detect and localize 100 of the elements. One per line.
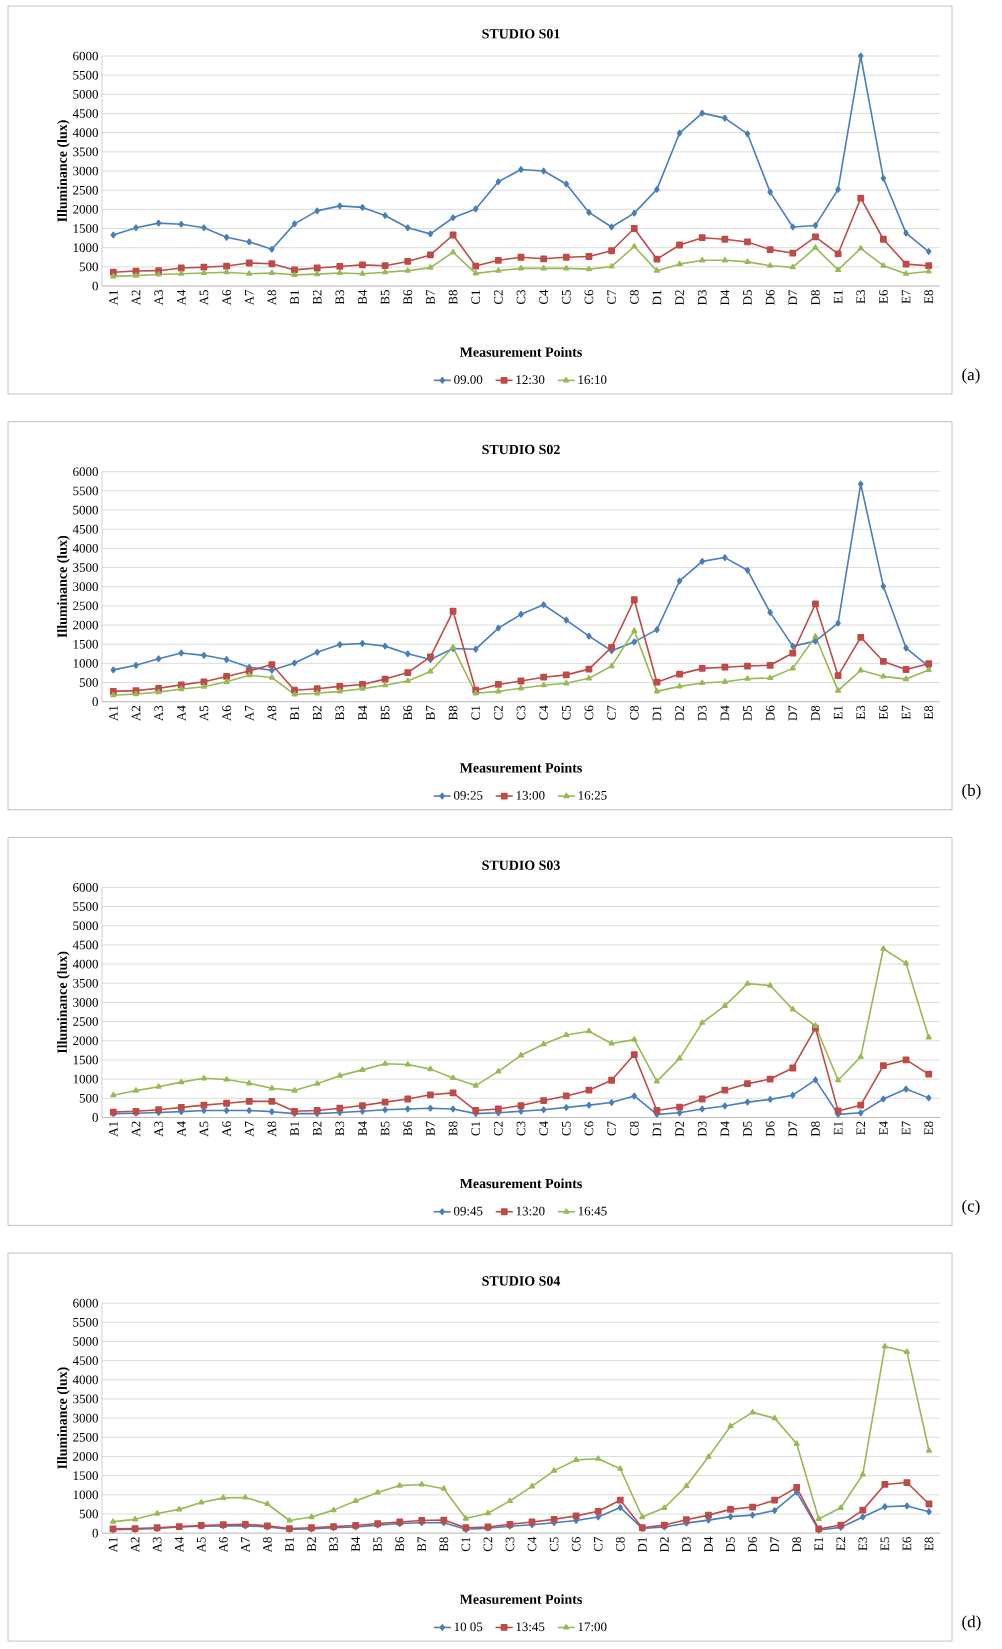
x-tick-label: A8	[267, 1121, 277, 1137]
x-tick-label: D6	[765, 1121, 775, 1137]
y-tick-label: 3500	[73, 978, 98, 988]
x-tick-label: A4	[177, 705, 186, 721]
x-tick-label: C5	[561, 1121, 571, 1136]
text: (a)	[962, 368, 980, 384]
x-tick-label: C5	[561, 290, 571, 305]
x-tick-label: B3	[335, 290, 345, 305]
x-tick-label: A1	[109, 290, 118, 306]
x-tick-label: B1	[290, 290, 299, 305]
y-tick-label: 5000	[73, 89, 98, 99]
x-tick-label: C7	[593, 1537, 603, 1552]
x-tick-label: B5	[380, 1121, 390, 1136]
legend-label: 09:45	[453, 1206, 483, 1216]
y-tick-label: 5500	[73, 70, 98, 80]
x-tick-label: E2	[836, 1537, 846, 1551]
x-tick-label: E3	[858, 1537, 868, 1551]
x-tick-label: A5	[196, 1537, 206, 1553]
text: (c)	[962, 1199, 980, 1216]
x-tick-label: C8	[629, 1121, 639, 1136]
x-tick-label: B6	[395, 1537, 405, 1552]
y-tick-label: 5500	[73, 486, 98, 496]
x-tick-label: C6	[584, 289, 594, 305]
x-tick-label: C3	[516, 290, 526, 305]
x-axis-title: Measurement Points	[459, 1178, 582, 1189]
legend-label: 16:45	[578, 1206, 607, 1216]
y-tick-label: 3500	[73, 147, 98, 157]
legend-label: 09:25	[453, 791, 483, 800]
legend-label: 12:30	[516, 375, 545, 385]
x-tick-label: D1	[652, 290, 662, 305]
x-tick-label: C6	[571, 1537, 581, 1552]
x-tick-label: B2	[312, 1121, 322, 1136]
x-tick-label: D3	[697, 1121, 707, 1137]
x-tick-label: C3	[516, 705, 526, 720]
y-tick-label: 1000	[73, 659, 98, 668]
chart-title: STUDIO S04	[482, 1276, 561, 1286]
x-tick-label: A1	[109, 1121, 118, 1137]
x-tick-label: A2	[131, 1121, 141, 1137]
x-tick-label: E8	[924, 1537, 934, 1551]
x-tick-label: A4	[174, 1536, 184, 1553]
y-tick-label: 6000	[73, 1298, 98, 1308]
y-tick-label: 6000	[73, 51, 98, 61]
x-tick-label: E7	[901, 289, 911, 304]
x-tick-label: D8	[811, 290, 820, 305]
x-tick-label: C3	[516, 1121, 526, 1136]
x-tick-label: D7	[788, 289, 798, 305]
y-tick-label: 500	[79, 678, 98, 687]
x-tick-label: D8	[792, 1537, 802, 1553]
y-tick-label: 4500	[72, 940, 98, 950]
y-tick-label: 5500	[73, 902, 98, 911]
x-tick-label: B6	[403, 1121, 413, 1136]
x-tick-label: D4	[704, 1536, 713, 1553]
x-tick-label: E5	[880, 1537, 890, 1551]
legend-label: 13:20	[516, 1206, 545, 1216]
y-tick-label: 0	[92, 1113, 98, 1122]
y-tick-label: 500	[79, 1093, 98, 1103]
y-tick-label: 0	[92, 697, 98, 707]
x-tick-label: D8	[811, 705, 820, 721]
x-tick-label: D1	[652, 1121, 662, 1137]
x-tick-label: A3	[154, 1121, 163, 1137]
x-tick-label: C4	[539, 289, 549, 305]
x-tick-label: C6	[584, 1121, 594, 1136]
y-tick-label: 5500	[73, 1317, 98, 1327]
y-tick-label: 2500	[73, 1432, 98, 1442]
y-tick-label: 2000	[73, 204, 98, 214]
x-tick-label: A6	[222, 705, 231, 721]
legend-label: 13:45	[516, 1622, 545, 1632]
x-tick-label: B3	[335, 1121, 345, 1136]
x-tick-label: B3	[329, 1537, 338, 1552]
y-tick-label: 0	[92, 1528, 98, 1538]
x-tick-label: E8	[924, 1121, 934, 1135]
chart-title: STUDIO S02	[482, 444, 560, 455]
x-tick-label: D1	[652, 706, 662, 721]
y-tick-label: 3500	[73, 1394, 98, 1404]
x-tick-label: E6	[902, 1537, 912, 1551]
x-tick-label: C2	[494, 1121, 503, 1136]
legend-label: 16:25	[578, 791, 607, 800]
x-tick-label: C7	[607, 705, 616, 720]
y-tick-label: 1000	[73, 1074, 98, 1084]
x-tick-label: B4	[358, 705, 367, 720]
y-tick-label: 4000	[72, 128, 98, 138]
y-tick-label: 4500	[72, 524, 98, 534]
x-tick-label: A7	[241, 1537, 250, 1553]
x-tick-label: B7	[426, 1121, 435, 1136]
x-tick-label: D5	[743, 290, 752, 305]
y-tick-label: 6000	[73, 467, 98, 477]
x-tick-label: B8	[448, 1121, 458, 1136]
y-tick-label: 500	[79, 262, 98, 272]
x-tick-label: C1	[471, 290, 481, 305]
x-tick-label: B1	[290, 706, 299, 720]
x-tick-label: C4	[527, 1536, 537, 1552]
chart-title: STUDIO S01	[482, 29, 560, 39]
x-tick-label: C1	[461, 1537, 471, 1552]
y-tick-label: 3000	[73, 582, 98, 592]
y-tick-label: 6000	[73, 883, 98, 892]
x-tick-label: D3	[682, 1537, 691, 1553]
y-tick-label: 2500	[73, 185, 98, 195]
y-tick-label: 2000	[73, 1036, 98, 1046]
y-tick-label: 5000	[73, 921, 98, 931]
y-tick-label: 4500	[72, 109, 98, 118]
